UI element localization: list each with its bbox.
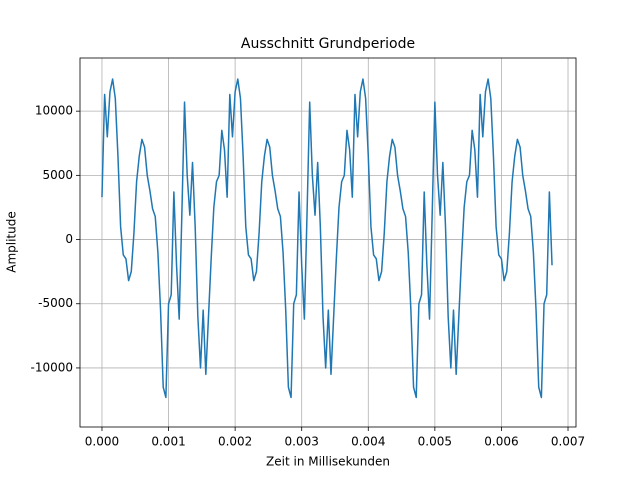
x-tick-label: 0.007 — [551, 435, 585, 449]
x-tick-label: 0.000 — [85, 435, 119, 449]
y-tick-label: 0 — [65, 232, 73, 246]
x-tick-label: 0.004 — [351, 435, 385, 449]
x-axis-label: Zeit in Millisekunden — [266, 455, 390, 469]
y-axis-label: Amplitude — [5, 211, 19, 273]
x-tick-label: 0.006 — [484, 435, 518, 449]
chart-title: Ausschnitt Grundperiode — [241, 36, 415, 52]
x-tick-label: 0.001 — [151, 435, 185, 449]
line-series — [101, 78, 553, 399]
y-tick-label: 10000 — [35, 104, 73, 118]
x-tick-label: 0.002 — [218, 435, 252, 449]
x-tick-label: 0.003 — [285, 435, 319, 449]
y-tick-label: 5000 — [42, 168, 73, 182]
plot-frame — [79, 57, 577, 428]
y-tick-label: -5000 — [38, 296, 73, 310]
y-tick-label: -10000 — [30, 360, 73, 374]
x-tick-label: 0.005 — [418, 435, 452, 449]
